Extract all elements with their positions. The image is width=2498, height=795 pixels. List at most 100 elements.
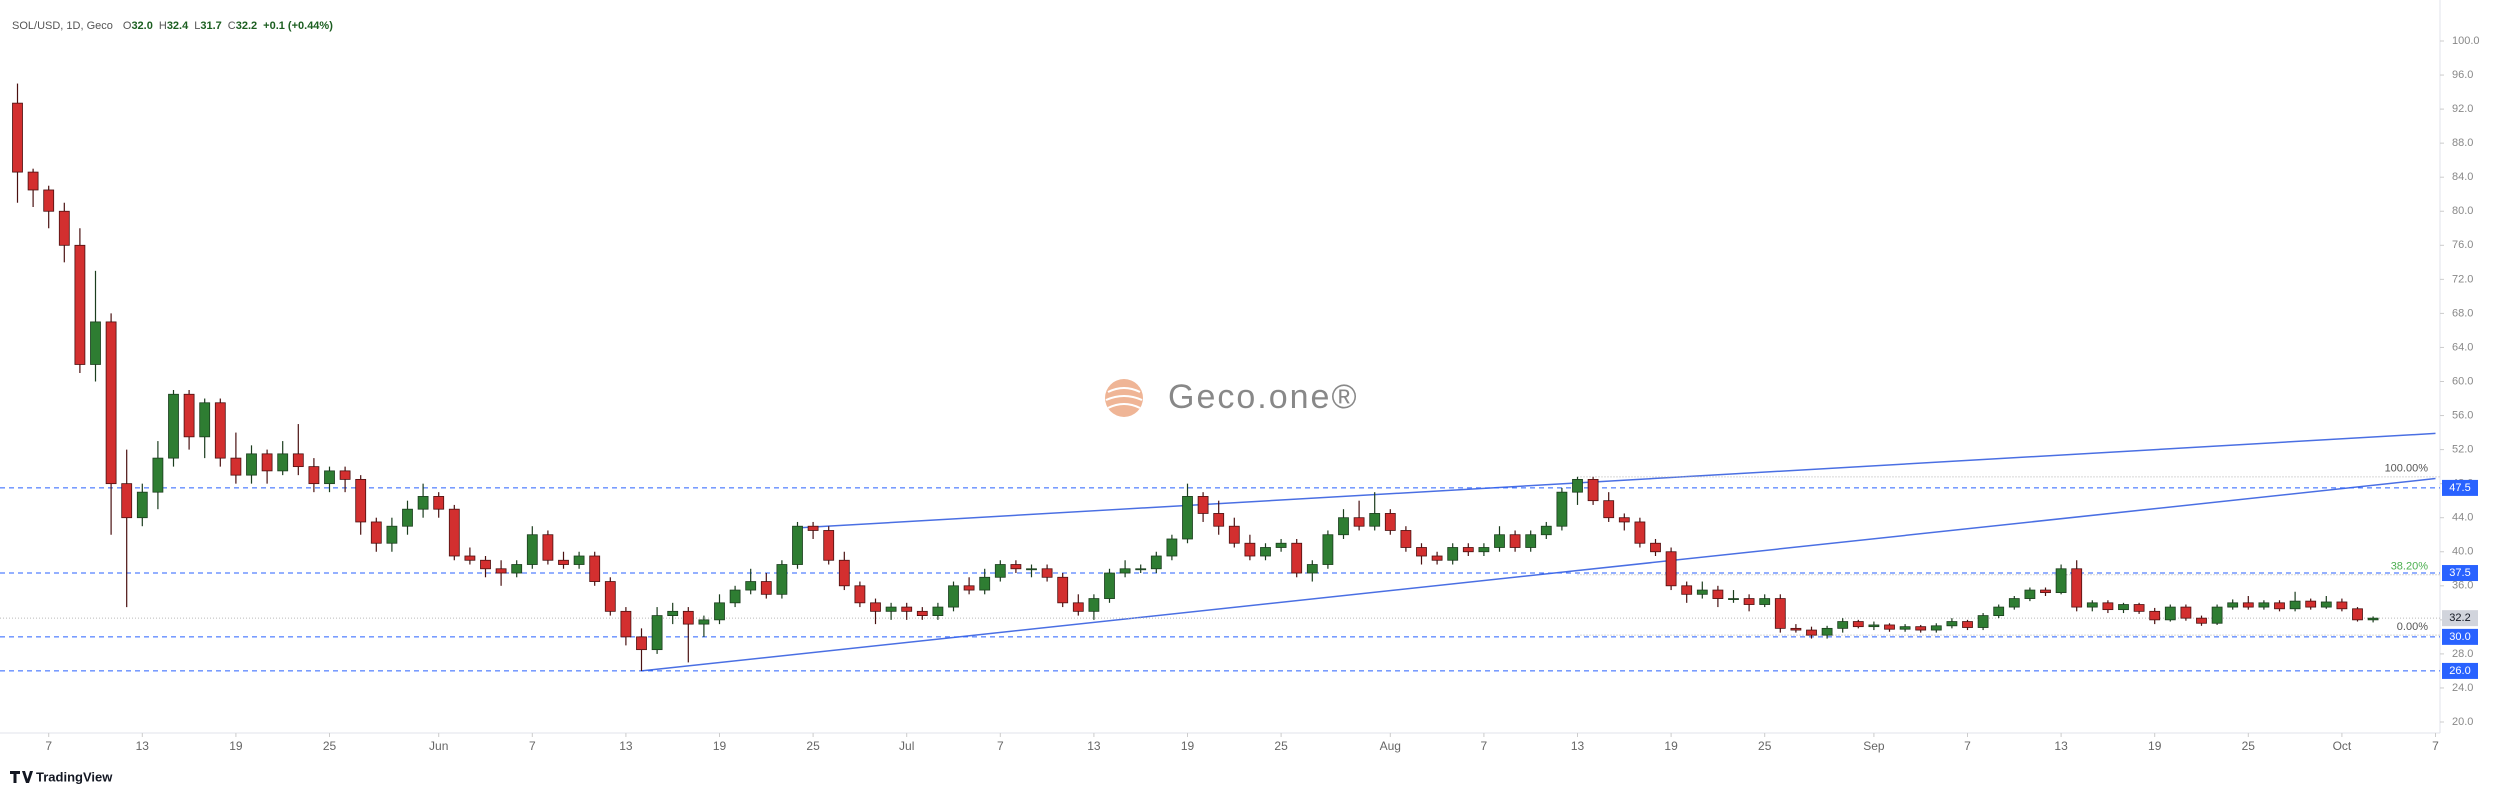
candle-body: [2024, 589, 2036, 599]
candle-body: [168, 393, 179, 459]
candle-body: [1072, 602, 1084, 612]
candle-body: [12, 102, 23, 173]
candle-body: [152, 457, 164, 493]
candle-body: [714, 602, 725, 621]
fib-label: 0.00%: [2397, 621, 2428, 633]
candle-body: [2258, 602, 2270, 608]
candle-body: [760, 581, 772, 595]
ohlc-value: 32.0: [131, 20, 152, 32]
y-tick-label: 44.0: [2452, 512, 2473, 524]
candle-body: [589, 555, 601, 582]
candle-body: [1743, 598, 1755, 605]
candle-body: [355, 478, 367, 523]
candle-body: [495, 568, 507, 574]
candle-body: [74, 244, 86, 365]
y-tick-label: 52.0: [2452, 444, 2473, 456]
candle-body: [1774, 598, 1786, 629]
candle-body: [1665, 551, 1677, 587]
y-tick-label: 20.0: [2452, 716, 2473, 728]
candle-body: [1650, 542, 1661, 553]
x-tick-label: 13: [1087, 739, 1101, 753]
candle-body: [1728, 598, 1739, 600]
candle-body: [1494, 534, 1505, 548]
fib-label: 100.00%: [2385, 463, 2429, 475]
candle-body: [1915, 626, 1927, 631]
candle-body: [1166, 538, 1178, 557]
candle-body: [1416, 547, 1427, 557]
candle-body: [417, 496, 429, 510]
candle-body: [339, 470, 351, 480]
candle-body: [1244, 542, 1256, 557]
candle-body: [1462, 547, 1474, 553]
level-label: 47.5: [2449, 482, 2470, 494]
candle-body: [1010, 564, 1022, 570]
candle-body: [932, 606, 944, 616]
candle-body: [1182, 496, 1193, 540]
candle-body: [2149, 610, 2161, 621]
candle-body: [121, 483, 133, 519]
x-tick-label: 19: [1664, 739, 1678, 753]
candle-body: [1338, 517, 1349, 536]
candle-body: [324, 470, 335, 485]
candle-body: [1540, 525, 1552, 536]
candle-body: [1135, 568, 1147, 571]
candle-body: [1041, 568, 1053, 578]
candle-body: [2196, 617, 2207, 624]
candle-body: [526, 534, 538, 565]
candle-body: [1057, 576, 1069, 604]
x-tick-label: 7: [2432, 739, 2439, 753]
fib-label: 38.20%: [2391, 561, 2429, 573]
candle-body: [199, 402, 211, 438]
candle-body: [2071, 568, 2083, 608]
level-label: 37.5: [2449, 567, 2470, 579]
candle-body: [1119, 568, 1131, 574]
candle-body: [2336, 601, 2348, 610]
candle-body: [1509, 534, 1521, 548]
ohlc-value: 32.2: [236, 20, 257, 32]
candle-body: [776, 564, 788, 595]
candle-body: [1946, 621, 1958, 627]
candle-body: [1525, 534, 1537, 548]
candle-body: [230, 457, 242, 476]
y-tick-label: 76.0: [2452, 239, 2473, 251]
candle-body: [1852, 621, 1864, 628]
candle-body: [870, 602, 881, 612]
x-tick-label: 25: [1758, 739, 1772, 753]
candle-body: [2227, 602, 2239, 608]
candle-body: [620, 610, 632, 638]
candle-body: [1447, 547, 1459, 561]
ohlc-key: O: [123, 20, 132, 32]
candle-body: [1618, 517, 1630, 523]
candle-body: [2180, 606, 2192, 619]
candle-body: [2008, 598, 2020, 608]
candle-body: [1291, 542, 1303, 574]
logo-stripes: [1105, 387, 1143, 409]
candle-body: [27, 171, 39, 191]
x-tick-label: 25: [323, 739, 337, 753]
candle-body: [1962, 621, 1973, 628]
x-tick-label: 13: [2054, 739, 2068, 753]
level-label: 30.0: [2449, 631, 2470, 643]
candle-body: [1369, 513, 1381, 527]
candle-body: [1572, 478, 1583, 493]
candle-body: [2040, 589, 2051, 594]
candle-body: [386, 525, 398, 544]
candle-body: [558, 559, 569, 565]
x-tick-label: 25: [806, 739, 820, 753]
candle-body: [1478, 547, 1490, 553]
candle-body: [963, 585, 975, 591]
last-price-label: 32.2: [2449, 612, 2470, 624]
y-tick-label: 40.0: [2452, 546, 2473, 558]
level-label: 26.0: [2449, 665, 2470, 677]
candle-body: [838, 559, 850, 587]
level-box: [2442, 479, 2478, 496]
y-tick-label: 92.0: [2452, 103, 2473, 115]
candle-body: [1587, 478, 1599, 502]
candle-body: [1150, 555, 1162, 570]
x-tick-label: Oct: [2333, 739, 2352, 753]
candle-body: [885, 606, 897, 612]
candle-body: [214, 402, 226, 459]
candle-body: [1306, 564, 1318, 574]
x-tick-label: 7: [1481, 739, 1488, 753]
